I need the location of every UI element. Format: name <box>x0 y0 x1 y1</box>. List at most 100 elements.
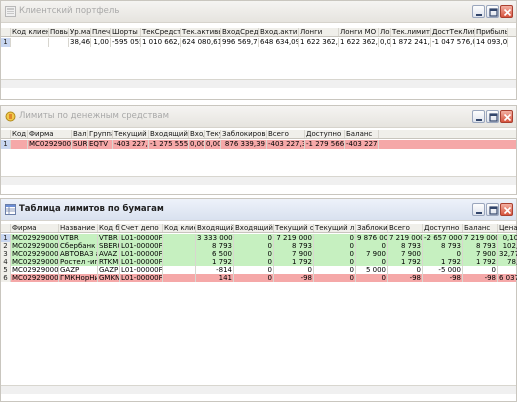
column-header[interactable]: Входя <box>190 130 205 138</box>
column-header[interactable]: Текущий лимит <box>315 224 356 232</box>
table-cell[interactable]: VTBR <box>59 234 98 242</box>
table-cell[interactable]: 7 219 000 <box>464 234 498 242</box>
table-cell[interactable]: 1,00 <box>91 38 111 47</box>
table-cell[interactable]: GMKN <box>99 274 120 282</box>
table-cell[interactable]: 0 <box>274 266 314 274</box>
table-cell[interactable]: 624 080,61 <box>182 38 221 47</box>
table-cell[interactable]: 0 <box>314 258 356 266</box>
table-cell[interactable]: L01-00000F00 <box>121 250 163 258</box>
table-cell[interactable]: L01-00000F00 <box>121 266 163 274</box>
table-cell[interactable]: 0 <box>498 266 517 274</box>
column-header[interactable]: Доступно <box>305 130 345 138</box>
close-button[interactable] <box>500 110 513 123</box>
table-cell[interactable]: MC0292900000 <box>12 242 59 250</box>
column-header[interactable]: ДостТекЛимит <box>431 28 475 36</box>
table-cell[interactable]: -5 000 <box>423 266 463 274</box>
column-header[interactable]: Фирма <box>11 224 59 232</box>
column-header[interactable]: Группа <box>89 130 113 138</box>
table-cell[interactable]: Сбербанк <box>59 242 98 250</box>
securities-limits-titlebar[interactable]: Таблица лимитов по бумагам <box>1 199 516 221</box>
table-cell[interactable]: 102,5311 <box>498 242 517 250</box>
maximize-button[interactable] <box>486 5 499 18</box>
column-header[interactable]: Тек.лимит <box>392 28 431 36</box>
table-cell[interactable]: 0,00 <box>190 140 205 149</box>
table-cell[interactable]: 1 792 <box>196 258 234 266</box>
column-header[interactable]: Прибыль/Убыт <box>475 28 508 36</box>
maximize-button[interactable] <box>486 203 499 216</box>
close-button[interactable] <box>500 5 513 18</box>
column-header[interactable]: Всего <box>267 130 305 138</box>
table-cell[interactable]: 0 <box>314 242 356 250</box>
column-header[interactable]: Плечо <box>92 28 111 36</box>
row-index[interactable]: 4 <box>1 258 11 266</box>
table-cell[interactable]: 0 <box>234 258 274 266</box>
table-cell[interactable]: -98 <box>463 274 498 282</box>
table-cell[interactable]: 7 900 <box>356 250 388 258</box>
table-row[interactable]: 1MC0292900000SUREQTV-403 227,32-1 275 55… <box>1 140 516 149</box>
table-cell[interactable]: 6 037,77551 <box>498 274 517 282</box>
table-cell[interactable]: 0 <box>234 250 274 258</box>
table-cell[interactable]: 0 <box>234 234 274 242</box>
table-cell[interactable]: 6 500 <box>196 250 234 258</box>
row-index[interactable]: 1 <box>1 38 11 47</box>
table-cell[interactable]: RTKMP <box>99 258 120 266</box>
table-cell[interactable] <box>11 140 28 149</box>
table-cell[interactable] <box>49 38 69 47</box>
column-header[interactable]: Входящий ос <box>197 224 234 232</box>
minimize-button[interactable] <box>472 203 485 216</box>
table-cell[interactable]: GAZP <box>99 266 120 274</box>
column-header[interactable]: Тек.активы <box>182 28 221 36</box>
column-header[interactable]: Баланс <box>463 224 498 232</box>
table-cell[interactable]: 7 900 <box>274 250 314 258</box>
column-header[interactable]: Текущий ост <box>275 224 314 232</box>
table-cell[interactable]: 9 876 000 <box>357 234 388 242</box>
horizontal-scrollbar[interactable] <box>1 385 516 394</box>
table-cell[interactable]: 0 <box>314 274 356 282</box>
table-cell[interactable]: -1 047 576,01 <box>431 38 475 47</box>
table-cell[interactable] <box>163 258 196 266</box>
table-cell[interactable]: 38,46 <box>70 38 91 47</box>
table-cell[interactable]: MC0292900000 <box>12 234 59 242</box>
table-cell[interactable]: MC0292900000 <box>12 250 59 258</box>
column-header[interactable]: Входящий ли <box>235 224 274 232</box>
table-cell[interactable] <box>163 266 196 274</box>
table-cell[interactable]: 0 <box>314 250 356 258</box>
table-cell[interactable]: 78,1096 <box>498 258 517 266</box>
minimize-button[interactable] <box>472 5 485 18</box>
close-button[interactable] <box>500 203 513 216</box>
table-cell[interactable]: 1 792 <box>463 258 498 266</box>
table-cell[interactable]: -814 <box>196 266 234 274</box>
money-limits-titlebar[interactable]: Лимиты по денежным средствам <box>1 106 516 128</box>
table-cell[interactable]: 0,00 <box>206 140 221 149</box>
table-cell[interactable]: MC0292900000 <box>12 266 59 274</box>
table-cell[interactable] <box>163 234 196 242</box>
column-header[interactable]: Шорты <box>111 28 141 36</box>
table-cell[interactable]: -595 055,02 <box>112 38 141 47</box>
table-cell[interactable]: 996 569,71 <box>222 38 259 47</box>
table-cell[interactable]: 0 <box>463 266 498 274</box>
portfolio-titlebar[interactable]: Клиентский портфель <box>1 1 516 23</box>
row-index[interactable]: 3 <box>1 250 11 258</box>
table-cell[interactable]: 876 339,39 <box>221 140 267 149</box>
column-header[interactable]: Лонги МО <box>339 28 379 36</box>
horizontal-scrollbar[interactable] <box>1 176 516 185</box>
column-header[interactable]: ПовышУр <box>50 28 69 36</box>
table-cell[interactable] <box>163 274 196 282</box>
table-row[interactable]: 4MC0292900000Ростел -ипRTKMPL01-00000F00… <box>1 258 517 266</box>
row-index[interactable]: 5 <box>1 266 11 274</box>
table-cell[interactable]: -403 227,32 <box>114 140 149 149</box>
column-header[interactable]: Фирма <box>28 130 72 138</box>
table-cell[interactable]: 8 793 <box>463 242 498 250</box>
table-cell[interactable]: 1 792 <box>274 258 314 266</box>
column-header[interactable]: Входящий ост <box>150 130 189 138</box>
table-cell[interactable]: АВТОВАЗ ао <box>59 250 98 258</box>
table-cell[interactable] <box>163 250 196 258</box>
column-header[interactable]: Доступно <box>423 224 463 232</box>
table-row[interactable]: 2MC0292900000СбербанкSBER03L01-00000F00 8… <box>1 242 517 250</box>
table-cell[interactable]: 7 900 <box>388 250 423 258</box>
table-cell[interactable]: 5 000 <box>356 266 388 274</box>
table-cell[interactable]: MC0292900000 <box>12 274 59 282</box>
row-index[interactable]: 1 <box>1 234 11 242</box>
column-header[interactable]: Валют <box>73 130 88 138</box>
column-header[interactable]: Код кли <box>12 130 28 138</box>
